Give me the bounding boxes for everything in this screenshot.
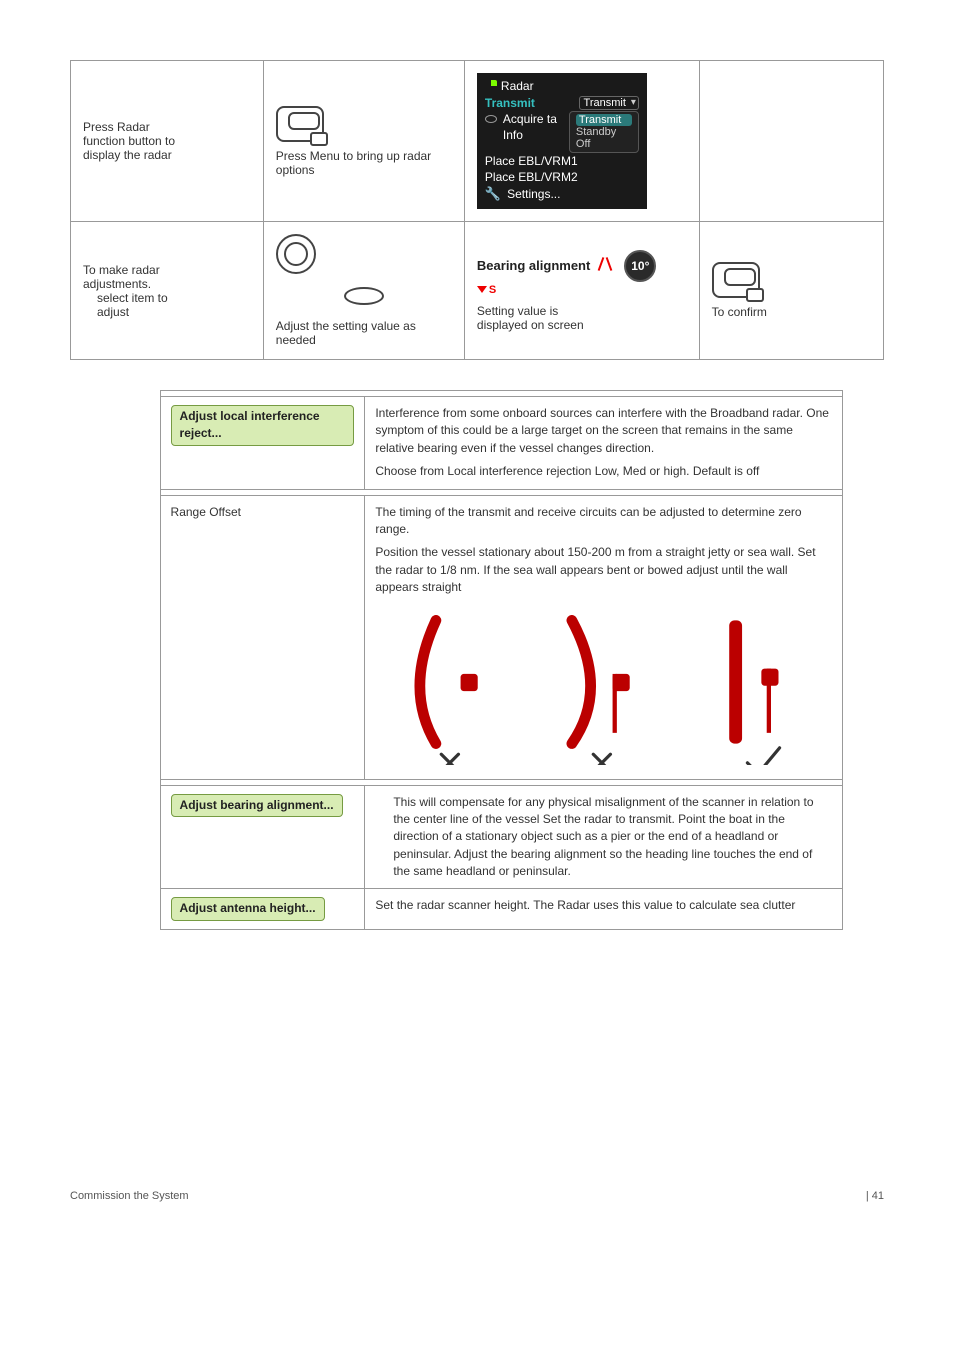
txt: displayed on screen [477,318,584,332]
eye-icon [485,115,497,123]
cell-press-radar: Press Radar function button to display t… [71,61,264,222]
txt: Press Radar [83,120,150,134]
adjust-interference-button[interactable]: Adjust local interference reject... [171,405,355,446]
range-fig-convex [549,615,659,765]
acquire-label[interactable]: Acquire ta [503,112,557,126]
transmit-submenu[interactable]: Transmit Standby Off [569,111,639,153]
submenu-transmit[interactable]: Transmit [576,114,632,126]
settings-table: Adjust local interference reject... Inte… [160,390,844,930]
range-fig-concave [397,615,507,765]
footer-right: | 41 [866,1190,884,1202]
wrench-icon: 🔧 [485,186,501,202]
txt: display the radar [83,148,172,162]
cell-range-label: Range Offset [160,495,365,779]
menu-title: Radar [501,79,534,93]
txt: adjust [83,305,251,319]
ba-value: 10° [624,250,656,282]
submenu-standby[interactable]: Standby [576,126,632,138]
device-icon [712,262,760,298]
ebl2[interactable]: Place EBL/VRM2 [485,170,578,184]
cell-antenna-label: Adjust antenna height... [160,889,365,929]
range-offset-label: Range Offset [171,505,242,519]
cell-bearing-txt: This will compensate for any physical mi… [365,785,843,889]
cell-press-menu: Press Menu to bring up radar options [263,61,464,222]
p: This will compensate for any physical mi… [375,794,832,881]
ba-label: Bearing alignment [477,258,590,273]
radar-steps-table: Press Radar function button to display t… [70,60,884,360]
cell-make-adjust: To make radar adjustments. select item t… [71,222,264,360]
cell-empty [699,61,883,222]
txt: Press Menu to bring up radar options [276,149,431,177]
transmit-dropdown[interactable]: Transmit [579,96,639,110]
cell-range-txt: The timing of the transmit and receive c… [365,495,843,779]
p: Position the vessel stationary about 150… [375,544,832,596]
device-icon [276,106,324,142]
south-s: S [489,284,496,296]
range-fig-straight [701,615,811,765]
footer-left: Commission the System [70,1190,189,1202]
cell-menu-panel: Radar Transmit Transmit Acquire ta Info … [464,61,699,222]
cell-interf-label: Adjust local interference reject... [160,397,365,490]
transmit-label: Transmit [485,96,573,110]
cell-bearing-label: Adjust bearing alignment... [160,785,365,889]
radar-icon [485,80,497,92]
cell-antenna-txt: Set the radar scanner height. The Radar … [365,889,843,929]
cell-interf-txt: Interference from some onboard sources c… [365,397,843,490]
oval-icon [344,287,384,305]
txt: Setting value is [477,304,558,318]
ebl1[interactable]: Place EBL/VRM1 [485,154,578,168]
cell-bearing-alignment: Bearing alignment 10° S Setting value is… [464,222,699,360]
bearing-icon [594,255,620,277]
settings[interactable]: Settings... [507,187,560,201]
cell-adjust-setting: Adjust the setting value as needed [263,222,464,360]
cell-confirm: To confirm [699,222,883,360]
txt: function button to [83,134,175,148]
submenu-off[interactable]: Off [576,138,632,150]
txt: select item to [83,291,251,305]
knob-icon [276,234,316,274]
adjust-bearing-button[interactable]: Adjust bearing alignment... [171,794,343,817]
p: Choose from Local interference rejection… [375,463,832,480]
info-label[interactable]: Info [503,128,523,142]
page-footer: Commission the System | 41 [70,1190,884,1202]
range-figures [375,615,832,765]
p: Set the radar scanner height. The Radar … [375,897,832,914]
txt: adjustments. [83,277,151,291]
radar-menu-panel: Radar Transmit Transmit Acquire ta Info … [477,73,647,209]
p: The timing of the transmit and receive c… [375,504,832,539]
txt: To confirm [712,305,767,319]
txt: To make radar [83,263,160,277]
txt: Adjust the setting value as needed [276,319,416,347]
p: Interference from some onboard sources c… [375,405,832,457]
adjust-antenna-button[interactable]: Adjust antenna height... [171,897,325,920]
